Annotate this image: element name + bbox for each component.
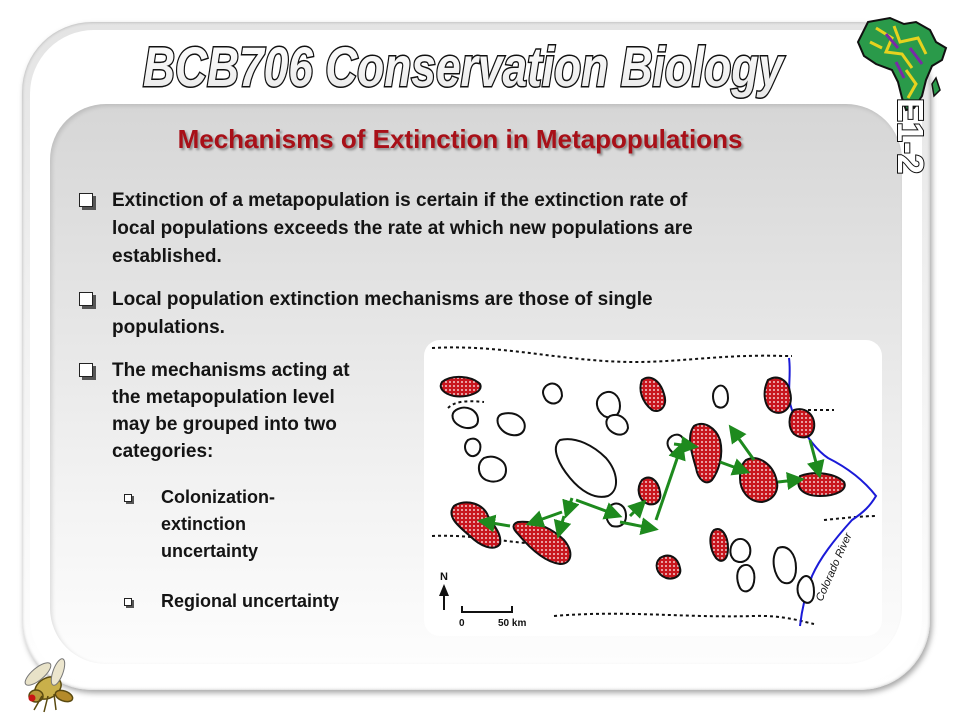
empty-patch: [451, 406, 480, 429]
empty-patch: [605, 414, 630, 436]
dispersal-arrow: [619, 517, 659, 536]
africa-map-logo: [856, 16, 948, 112]
bullet-line: local populations exceeds the rate at wh…: [112, 218, 693, 239]
bullet-box-icon: [79, 363, 93, 377]
bullet-box-icon: [79, 193, 93, 207]
bullet-line: Extinction of a metapopulation is certai…: [112, 190, 688, 211]
bullet-line: The mechanisms acting at: [112, 360, 350, 381]
dispersal-arrow: [673, 435, 699, 454]
scale-start-label: 0: [459, 618, 465, 629]
dispersal-arrow: [553, 515, 572, 539]
sub-bullet-line: Colonization-: [161, 487, 275, 507]
region-boundary: [447, 400, 485, 409]
north-label: N: [440, 571, 448, 583]
metapopulation-map-figure: Colorado River: [431, 346, 878, 629]
empty-patch: [478, 455, 508, 483]
metapopulation-map: Colorado River: [424, 340, 882, 636]
dispersal-arrows: [477, 424, 825, 539]
scale-bar-line: [461, 606, 513, 613]
occupied-patch: [797, 472, 846, 498]
dispersal-arrow: [719, 458, 751, 476]
occupied-patch: [450, 501, 502, 549]
empty-patch: [729, 538, 752, 563]
sub-bullet-line: extinction: [161, 514, 247, 534]
bullet-line: the metapopulation level: [112, 387, 335, 408]
occupied-patch: [655, 554, 682, 580]
sub-bullet-colonization: Colonization- extinction uncertainty: [124, 484, 364, 569]
dispersal-arrow: [654, 441, 686, 521]
slide-number-label: E1-2: [889, 97, 932, 175]
north-arrow: N: [439, 571, 449, 610]
sub-bullet-box-icon: [124, 494, 132, 502]
region-boundary: [553, 612, 815, 625]
empty-patch: [772, 546, 798, 585]
bullet-local-mechanisms: Local population extinction mechanisms a…: [79, 285, 849, 345]
occupied-patch: [439, 376, 482, 398]
bullet-line: established.: [112, 246, 222, 267]
bullet-line: Local population extinction mechanisms a…: [112, 289, 653, 310]
scale-bar: 0 50 km: [459, 606, 526, 629]
region-boundary: [431, 346, 792, 364]
sub-bullet-regional: Regional uncertainty: [124, 588, 414, 618]
empty-patch: [596, 390, 622, 419]
empty-patch: [464, 437, 482, 458]
occupied-patch: [689, 422, 723, 484]
course-title-banner: BCB706 Conservation Biology: [142, 34, 787, 100]
sub-bullet-box-icon: [124, 598, 132, 606]
occupied-patch: [763, 376, 792, 414]
scale-end-label: 50 km: [498, 618, 526, 629]
dispersal-arrow: [806, 439, 825, 479]
occupied-patch: [637, 476, 662, 506]
slide-number: E1-2: [890, 98, 931, 174]
slide-title: Mechanisms of Extinction in Metapopulati…: [177, 124, 743, 154]
bullet-line: may be grouped into two: [112, 414, 337, 435]
empty-patch: [736, 564, 756, 593]
course-title: BCB706 Conservation Biology: [143, 35, 785, 98]
dispersal-arrow: [562, 497, 580, 519]
region-boundary: [823, 515, 877, 521]
empty-patch: [542, 382, 564, 405]
bullet-extinction-certain: Extinction of a metapopulation is certai…: [79, 186, 849, 276]
empty-patch: [554, 438, 617, 498]
fruit-fly-icon: [24, 658, 74, 713]
occupied-patch: [512, 520, 572, 566]
bullet-line: populations.: [112, 317, 225, 338]
empty-patch: [712, 384, 730, 409]
dispersal-arrow: [627, 499, 647, 519]
empty-patch: [796, 574, 816, 604]
occupied-patch: [639, 376, 666, 412]
sub-bullet-line: Regional uncertainty: [161, 591, 340, 611]
dispersal-arrow: [728, 424, 756, 461]
bullet-box-icon: [79, 292, 93, 306]
dispersal-arrow: [777, 472, 805, 490]
north-arrow-head: [439, 584, 449, 596]
bullet-line: categories:: [112, 441, 214, 462]
empty-patch: [496, 412, 526, 437]
dispersal-arrow: [477, 514, 511, 533]
occupied-patch: [709, 528, 730, 562]
dispersal-arrow: [525, 510, 563, 528]
occupied-patch: [788, 408, 816, 439]
sub-bullet-line: uncertainty: [161, 541, 259, 561]
occupied-patch: [738, 457, 779, 504]
bullet-metapopulation-level: The mechanisms acting at the metapopulat…: [79, 356, 419, 476]
dispersal-arrow: [575, 498, 623, 520]
